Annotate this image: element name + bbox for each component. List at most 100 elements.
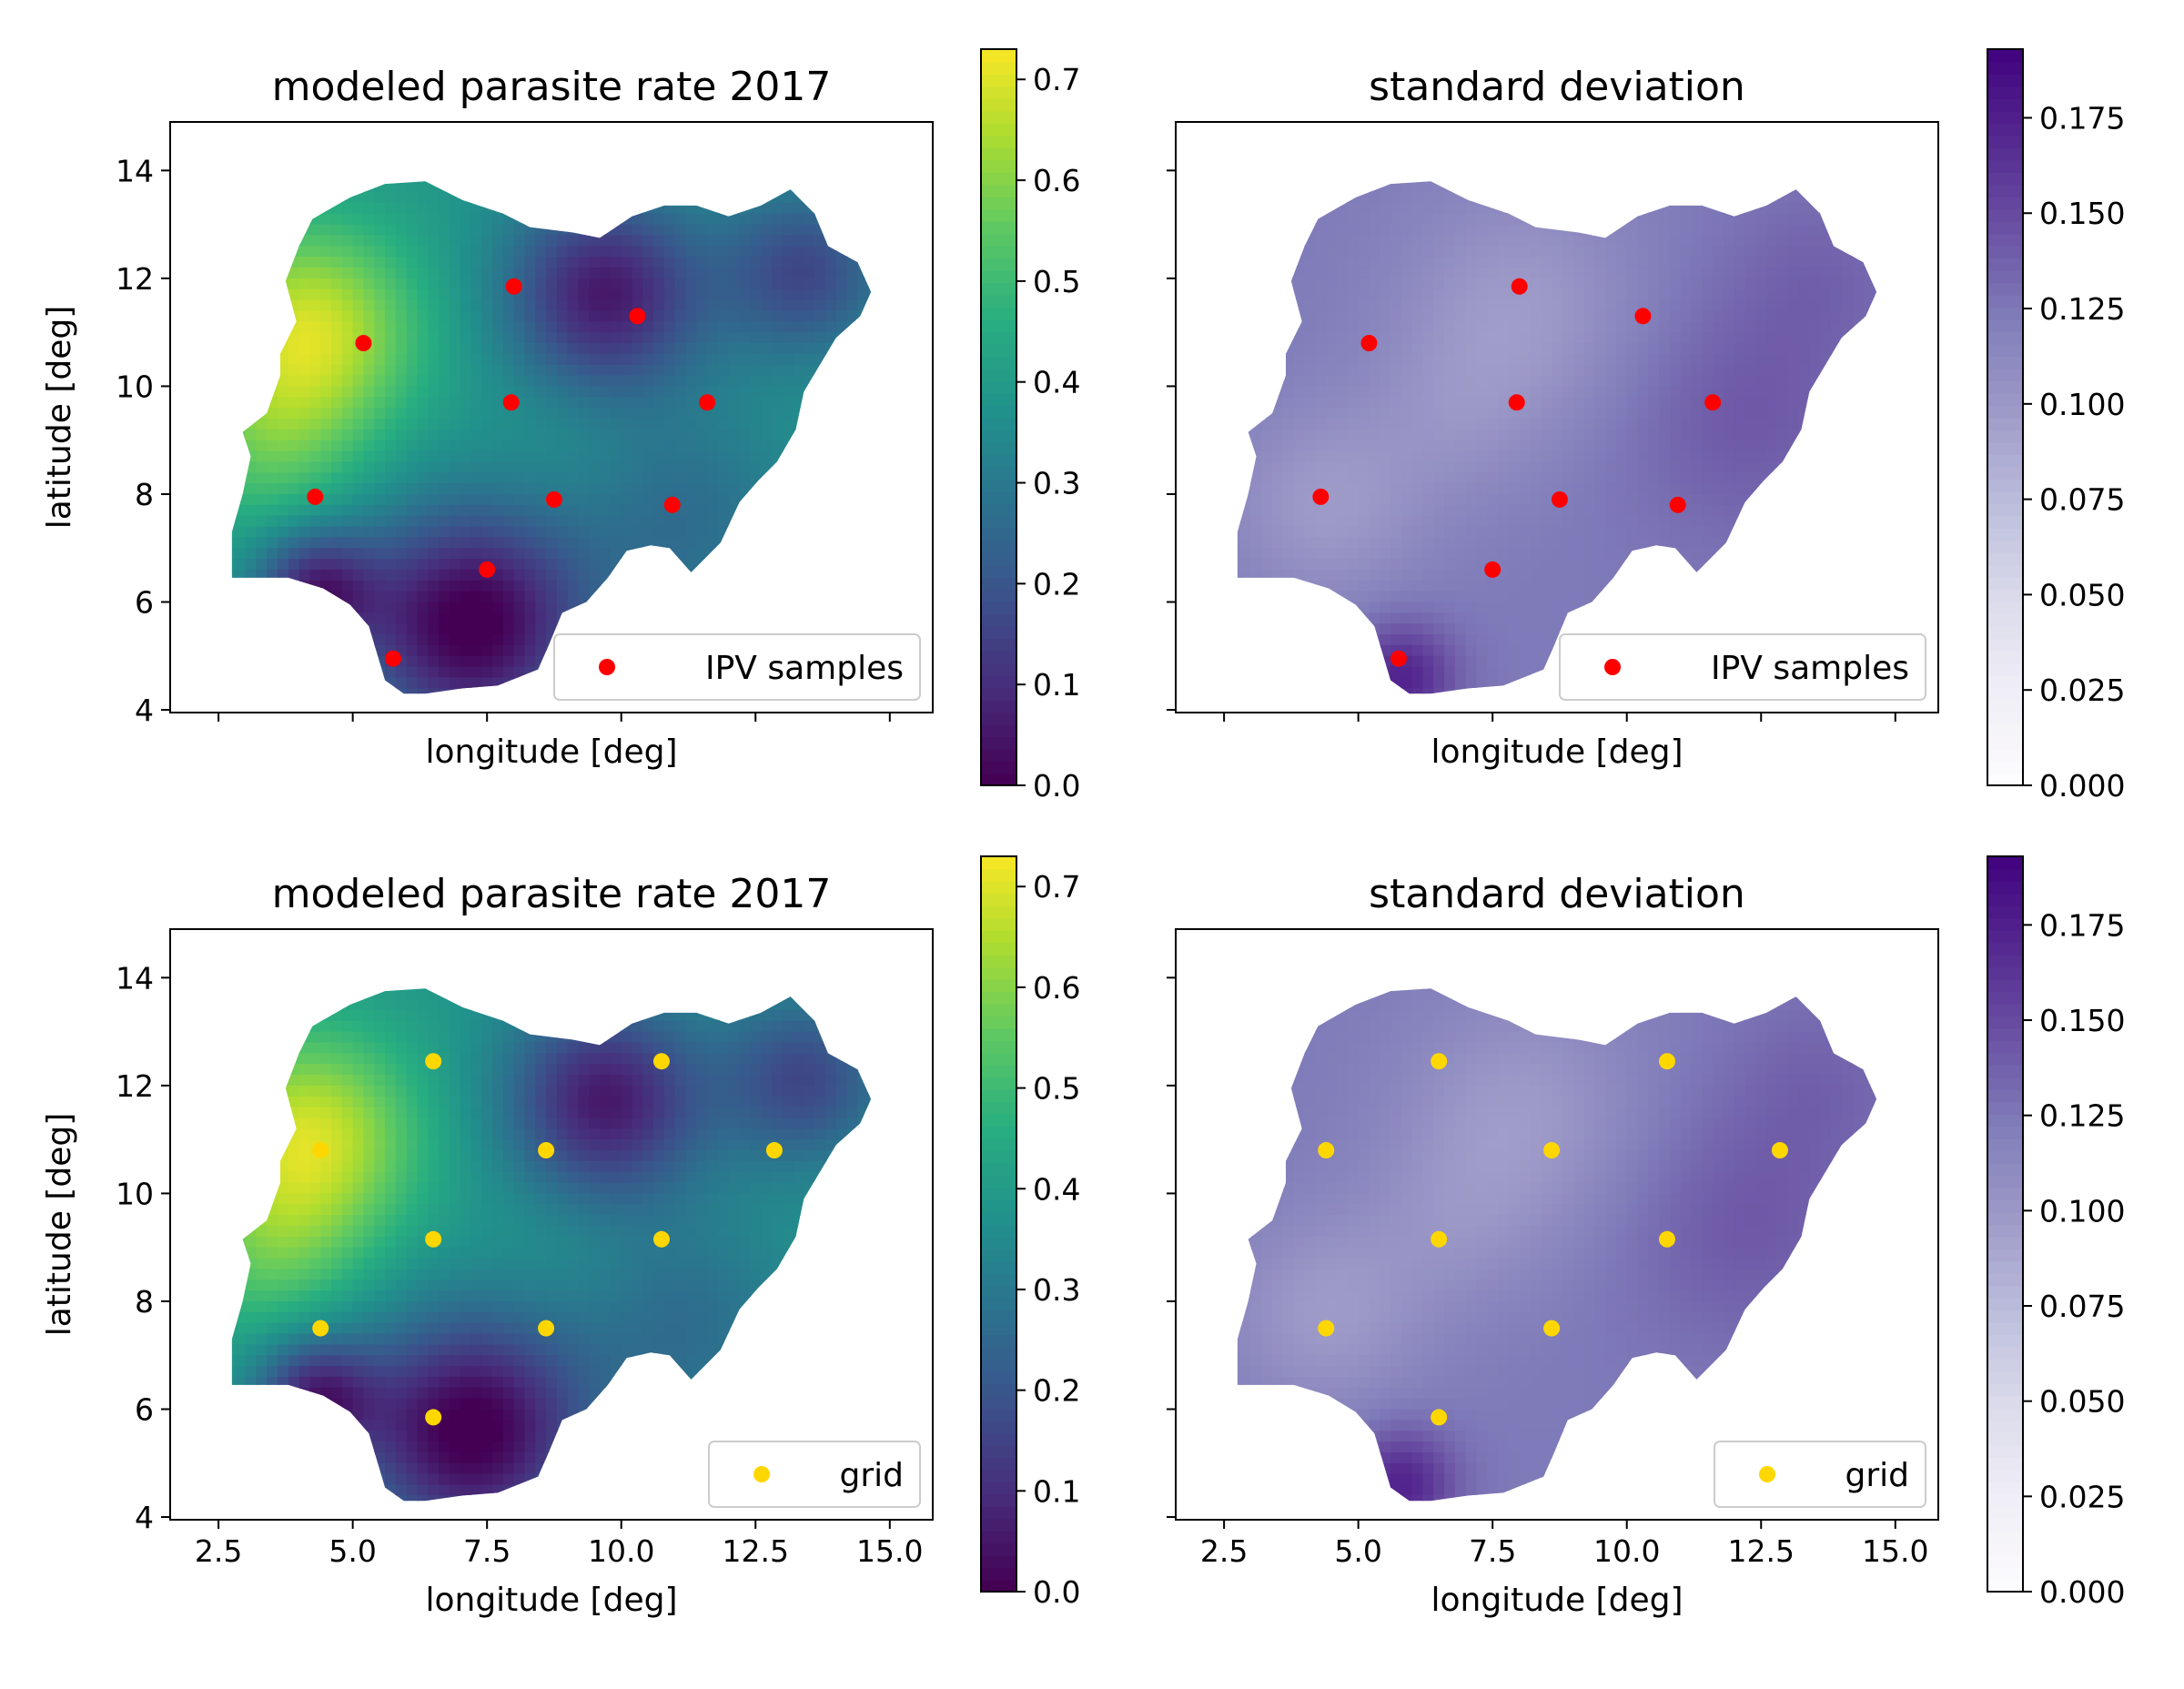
heatmap-cell	[814, 385, 827, 398]
heatmap-cell	[1519, 255, 1532, 268]
axes-frame	[169, 121, 934, 713]
heatmap-cell	[1293, 201, 1306, 214]
heatmap-cell	[1572, 492, 1585, 505]
heatmap-cell	[610, 201, 622, 214]
heatmap-cell	[610, 471, 622, 484]
heatmap-cell	[1487, 352, 1500, 365]
heatmap-cell	[470, 643, 483, 656]
heatmap-cell	[567, 417, 580, 430]
heatmap-cell	[632, 223, 644, 236]
heatmap-cell	[1250, 665, 1263, 678]
heatmap-cell	[685, 255, 698, 268]
heatmap-cell	[814, 245, 827, 258]
heatmap-cell	[363, 665, 376, 678]
heatmap-cell	[782, 579, 794, 592]
heatmap-cell	[363, 352, 376, 365]
heatmap-cell	[578, 277, 591, 289]
heatmap-cell	[502, 309, 515, 322]
heatmap-cell	[1454, 471, 1467, 484]
heatmap-cell	[1250, 547, 1263, 560]
heatmap-cell	[782, 547, 794, 560]
heatmap-cell	[1530, 396, 1542, 409]
heatmap-cell	[1239, 460, 1252, 473]
heatmap-cell	[245, 579, 258, 592]
heatmap-cell	[267, 687, 279, 694]
heatmap-cell	[1380, 181, 1392, 182]
heatmap-cell	[374, 579, 387, 592]
heatmap-cell	[804, 181, 816, 182]
heatmap-cell	[1237, 601, 1241, 613]
heatmap-cell	[278, 514, 290, 527]
heatmap-cell	[1508, 245, 1521, 258]
heatmap-cell	[449, 471, 461, 484]
heatmap-cell	[395, 428, 408, 440]
heatmap-cell	[1572, 525, 1585, 538]
heatmap-cell	[256, 687, 268, 694]
heatmap-cell	[739, 439, 752, 451]
heatmap-cell	[385, 309, 398, 322]
heatmap-cell	[298, 612, 311, 624]
heatmap-cell	[1250, 181, 1263, 182]
heatmap-cell	[1615, 492, 1628, 505]
heatmap-cell	[278, 234, 290, 247]
heatmap-cell	[761, 417, 774, 430]
heatmap-cell	[632, 622, 644, 635]
heatmap-cell	[782, 590, 794, 602]
heatmap-cell	[610, 352, 622, 365]
heatmap-cell	[642, 406, 655, 419]
heatmap-cell	[460, 406, 472, 419]
heatmap-cell	[632, 396, 644, 409]
heatmap-cell	[1283, 439, 1296, 451]
heatmap-cell	[824, 352, 837, 365]
heatmap-cell	[1444, 428, 1457, 440]
heatmap-cell	[1315, 676, 1328, 689]
heatmap-cell	[331, 643, 344, 656]
heatmap-cell	[578, 547, 591, 560]
heatmap-cell	[546, 396, 559, 409]
heatmap-cell	[470, 330, 483, 344]
heatmap-cell	[1347, 245, 1360, 258]
heatmap-cell	[653, 579, 666, 592]
heatmap-cell	[600, 450, 612, 462]
heatmap-cell	[1283, 288, 1296, 300]
heatmap-cell	[556, 352, 569, 365]
heatmap-cell	[728, 223, 741, 236]
heatmap-cell	[1605, 374, 1618, 387]
heatmap-cell	[1583, 309, 1596, 322]
heatmap-cell	[1283, 536, 1296, 549]
heatmap-cell	[1433, 417, 1446, 430]
heatmap-cell	[460, 471, 472, 484]
heatmap-cell	[1272, 363, 1285, 376]
heatmap-cell	[879, 429, 891, 440]
heatmap-cell	[492, 234, 505, 247]
heatmap-cell	[331, 579, 344, 592]
heatmap-cell	[663, 255, 676, 268]
heatmap-cell	[406, 601, 419, 613]
heatmap-cell	[1572, 536, 1585, 549]
heatmap-cell	[1498, 330, 1511, 344]
heatmap-cell	[589, 579, 602, 592]
heatmap-cell	[1380, 417, 1392, 430]
heatmap-cell	[267, 568, 279, 581]
heatmap-cell	[341, 330, 354, 344]
heatmap-cell	[1541, 450, 1553, 462]
heatmap-cell	[309, 201, 322, 214]
heatmap-cell	[1594, 352, 1607, 365]
heatmap-cell	[1411, 514, 1424, 527]
heatmap-cell	[298, 536, 311, 549]
heatmap-cell	[642, 622, 655, 635]
heatmap-cell	[761, 245, 774, 258]
heatmap-cell	[1583, 536, 1596, 549]
heatmap-cell	[1583, 255, 1596, 268]
heatmap-cell	[1272, 201, 1285, 214]
heatmap-cell	[278, 471, 290, 484]
colorbar-segment	[981, 343, 1016, 358]
heatmap-cell	[374, 298, 387, 311]
heatmap-cell	[1283, 481, 1296, 494]
heatmap-cell	[1422, 352, 1435, 365]
heatmap-cell	[1433, 643, 1446, 656]
heatmap-cell	[481, 547, 494, 560]
heatmap-cell	[1250, 622, 1263, 635]
heatmap-cell	[278, 341, 290, 354]
heatmap-cell	[771, 341, 784, 354]
